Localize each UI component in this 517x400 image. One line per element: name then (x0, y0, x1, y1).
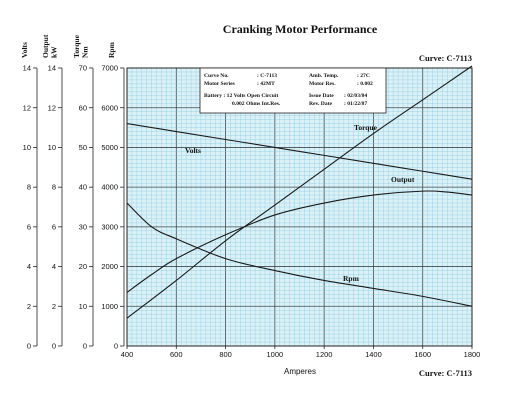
curve-no-value: : C-7113 (257, 73, 277, 79)
grid (126, 67, 473, 347)
series-line-torque (126, 65, 473, 319)
axis-title-line: Nm (81, 46, 90, 58)
y-tick-label: 6 (27, 222, 31, 231)
x-tick-label: 600 (170, 350, 183, 359)
series-label-torque: Torque (354, 123, 378, 132)
series-line-volts (126, 123, 473, 180)
y-tick-label: 14 (23, 64, 31, 73)
y-tick-label: 6000 (101, 103, 118, 112)
x-tick-label: 1000 (267, 350, 284, 359)
y-tick-label: 10 (48, 143, 56, 152)
series-label-output: Output (391, 175, 415, 184)
axis-title-line: Output (41, 34, 50, 58)
motor-res-value: : 0.002 (357, 81, 373, 87)
x-tick-label: 400 (121, 350, 134, 359)
y-tick-label: 30 (79, 222, 87, 231)
x-tick-label: 1400 (365, 350, 382, 359)
y-tick-label: 0 (27, 342, 31, 351)
y-tick-label: 2 (27, 302, 31, 311)
info-box-frame (199, 67, 387, 114)
y-tick-label: 4000 (101, 183, 118, 192)
issue-date-value: : 02/03/84 (344, 93, 367, 99)
motor-res-label: Motor Res. (309, 81, 336, 87)
rev-date-value: : 01/22/87 (344, 101, 367, 107)
y-tick-label: 8 (27, 183, 31, 192)
y-tick-label: 50 (79, 143, 87, 152)
y-tick-label: 10 (23, 143, 31, 152)
series-line-output (126, 190, 473, 293)
motor-series-value: : 42MT (257, 81, 275, 87)
y-tick-label: 0 (114, 342, 118, 351)
y-tick-label: 4 (52, 262, 56, 271)
y-tick-label: 5000 (101, 143, 118, 152)
y-tick-label: 1000 (101, 302, 118, 311)
y-tick-label: 70 (79, 64, 87, 73)
axis-title-line: Torque (72, 34, 81, 58)
y-tick-label: 12 (23, 103, 31, 112)
y-tick-label: 3000 (101, 222, 118, 231)
x-axis-label: Amperes (284, 367, 316, 376)
y-tick-label: 7000 (101, 64, 118, 73)
axis-title-line: kW (50, 46, 59, 58)
axis-title-output-kw: OutputkW (41, 34, 59, 58)
amb-temp-label: Amb. Temp. (309, 73, 339, 79)
axis-title-torque-nm: TorqueNm (72, 34, 90, 58)
y-tick-label: 20 (79, 262, 87, 271)
x-tick-label: 1200 (316, 350, 333, 359)
series-label-rpm: Rpm (343, 274, 360, 283)
y-tick-label: 4 (27, 262, 31, 271)
motor-series-label: Motor Series (204, 81, 236, 87)
y-tick-label: 6 (52, 222, 56, 231)
y-tick-label: 14 (48, 64, 56, 73)
y-tick-label: 0 (52, 342, 56, 351)
series-curves (126, 65, 473, 319)
y-tick-label: 8 (52, 183, 56, 192)
axis-title-rpm: Rpm (107, 41, 116, 58)
y-tick-label: 2 (52, 302, 56, 311)
y-tick-label: 60 (79, 103, 87, 112)
axis-title-volts: Volts (20, 42, 29, 58)
x-tick-label: 800 (219, 350, 232, 359)
x-axis: 400 600 800 1000 1200 1400 1600 1800 (121, 346, 481, 359)
y-tick-label: 0 (83, 342, 87, 351)
x-tick-label: 1800 (464, 350, 481, 359)
axis-title-line: Volts (20, 42, 29, 58)
curve-label-top: Curve: C-7113 (419, 53, 472, 63)
y-axes: 0 2 4 6 8 10 12 14 Volts 0 2 4 6 8 10 12 14 OutputkW 0 10 20… (20, 34, 125, 351)
y-tick-label: 2000 (101, 262, 118, 271)
curve-no-label: Curve No. (204, 73, 229, 79)
series-label-volts: Volts (185, 146, 201, 155)
rev-date-label: Rev. Date (309, 101, 333, 107)
chart-title: Cranking Motor Performance (223, 22, 378, 36)
y-tick-label: 12 (48, 103, 56, 112)
x-tick-label: 1600 (414, 350, 431, 359)
int-res-line: 0.002 Ohms Int.Res. (232, 101, 281, 107)
curve-info-box: Curve No. : C-7113 Motor Series : 42MT A… (199, 67, 387, 114)
issue-date-label: Issue Date (309, 93, 334, 99)
series-line-rpm (126, 202, 473, 307)
y-tick-label: 40 (79, 183, 87, 192)
y-tick-label: 10 (79, 302, 87, 311)
amb-temp-value: : 27C (357, 73, 370, 79)
battery-line: Battery : 12 Volts Open Circuit (204, 93, 278, 99)
curve-label-bottom: Curve: C-7113 (419, 368, 472, 378)
axis-title-line: Rpm (107, 41, 116, 58)
